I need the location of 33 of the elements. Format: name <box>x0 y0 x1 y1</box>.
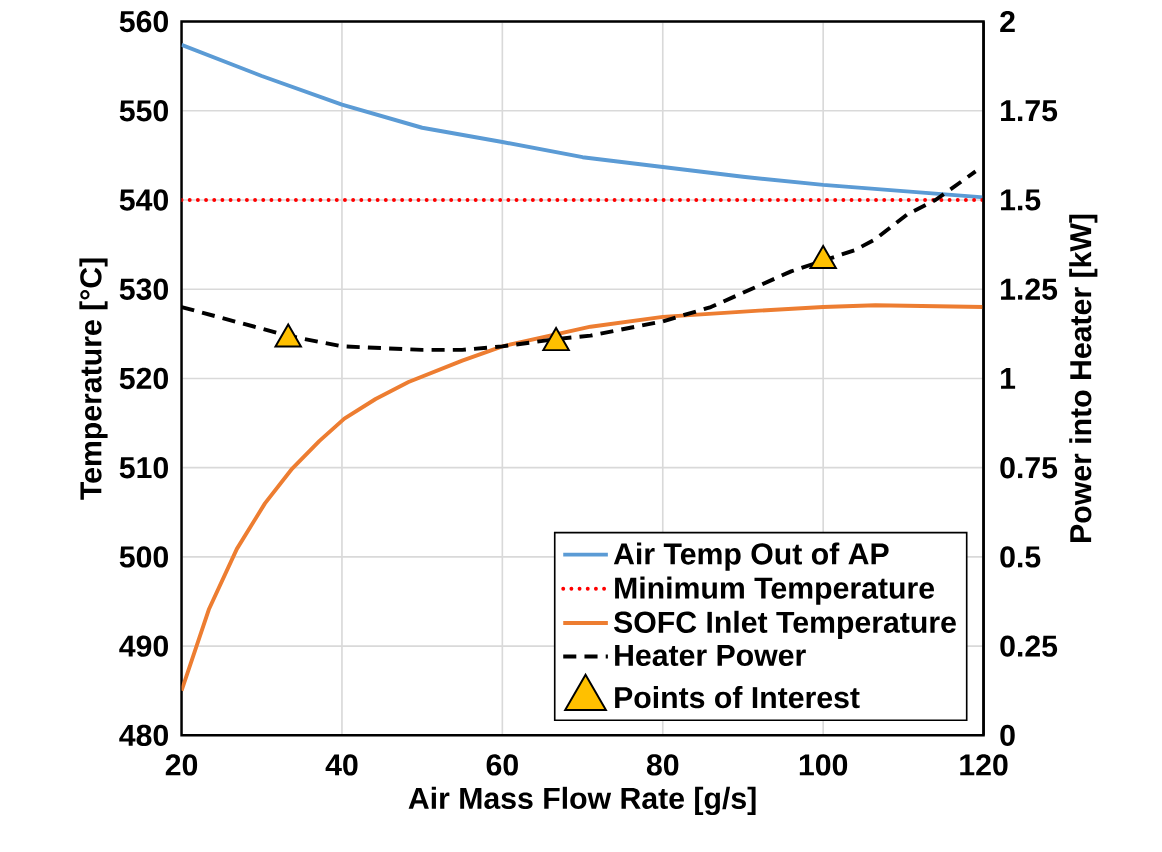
legend-label: Heater Power <box>615 644 806 667</box>
y-tick-label: 550 <box>119 100 168 122</box>
x-tick-label: 80 <box>646 754 679 776</box>
legend-label: Minimum Temperature <box>615 576 935 605</box>
line-series <box>181 42 984 200</box>
y-tick-label: 560 <box>119 10 168 33</box>
y-axis-title: Temperature [°C] <box>79 258 108 500</box>
y2-axis-title: Power into Heater [kW] <box>1069 214 1098 542</box>
y-tick-label: 510 <box>119 456 168 479</box>
y2-tick-label: 1 <box>1001 368 1016 389</box>
x-tick-label: 100 <box>799 754 848 776</box>
x-tick-label: 20 <box>165 754 198 776</box>
y-tick-label: 520 <box>119 367 168 390</box>
x-axis-title: Air Mass Flow Rate [g/s] <box>408 786 756 816</box>
legend-label: Points of Interest <box>615 686 860 709</box>
y2-tick-label: 1.25 <box>1001 278 1058 300</box>
y-tick-label: 480 <box>119 724 168 747</box>
y-tick-label: 500 <box>119 546 168 568</box>
y2-tick-label: 1.5 <box>1001 189 1041 211</box>
y2-tick-label: 0.5 <box>1000 546 1041 568</box>
x-tick-label: 60 <box>486 754 518 776</box>
y-tick-label: 540 <box>119 189 168 211</box>
y2-tick-label: 0.25 <box>1000 635 1058 657</box>
y2-tick-label: 0.75 <box>1000 456 1058 479</box>
y-tick-label: 490 <box>119 635 168 657</box>
x-tick-label: 40 <box>325 754 358 776</box>
legend-label: SOFC Inlet Temperature <box>613 610 956 639</box>
legend-label: Air Temp Out of AP <box>613 542 889 571</box>
y2-tick-label: 0 <box>1000 724 1015 747</box>
y2-tick-label: 1.75 <box>1001 100 1058 122</box>
y-tick-label: 530 <box>119 278 168 300</box>
y2-tick-label: 2 <box>1000 11 1015 33</box>
x-tick-label: 120 <box>960 754 1008 776</box>
